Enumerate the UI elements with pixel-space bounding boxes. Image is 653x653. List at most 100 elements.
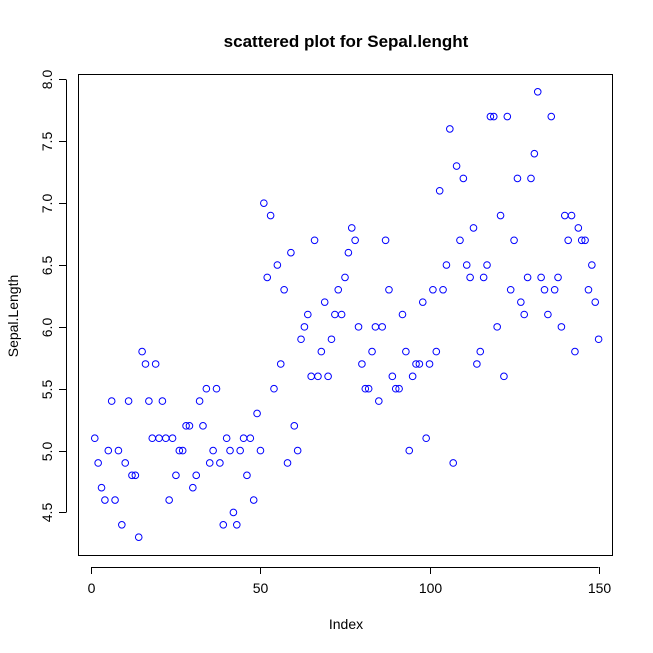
- data-point: [473, 360, 481, 368]
- y-tick-label: 6.5: [39, 256, 55, 276]
- data-point: [239, 434, 248, 443]
- data-point: [466, 273, 474, 282]
- data-point: [560, 211, 569, 220]
- data-point: [368, 347, 376, 356]
- data-point: [432, 347, 441, 356]
- data-point: [371, 323, 380, 331]
- y-tick-label: 5.0: [39, 442, 55, 462]
- data-point: [101, 496, 109, 504]
- data-point: [527, 174, 535, 183]
- data-point: [307, 372, 315, 381]
- data-point: [195, 397, 204, 405]
- data-point: [554, 273, 562, 282]
- data-point: [588, 261, 596, 269]
- data-point: [124, 397, 133, 405]
- y-axis-label: Sepal.Length: [5, 275, 21, 358]
- data-point: [459, 174, 468, 183]
- data-point: [219, 521, 228, 529]
- data-point: [310, 236, 319, 245]
- data-point: [425, 360, 434, 368]
- data-point: [317, 347, 326, 356]
- plot-area-frame: [78, 74, 613, 556]
- data-point: [334, 285, 343, 294]
- data-point: [452, 162, 461, 170]
- data-point: [128, 471, 136, 480]
- data-point: [172, 471, 180, 480]
- data-point: [347, 224, 356, 232]
- data-point: [574, 224, 583, 232]
- data-point: [138, 347, 146, 356]
- data-point: [273, 261, 282, 269]
- data-point: [483, 261, 491, 269]
- data-point: [212, 384, 221, 393]
- data-point: [182, 422, 190, 430]
- data-point: [192, 471, 201, 480]
- data-point: [175, 446, 184, 455]
- data-point: [178, 446, 187, 455]
- data-point: [165, 496, 173, 504]
- data-point: [442, 261, 451, 269]
- data-point: [168, 434, 177, 443]
- data-point: [439, 285, 447, 294]
- x-tick-label: 150: [588, 580, 612, 596]
- data-point: [540, 285, 549, 294]
- data-point: [216, 459, 224, 467]
- data-point: [276, 360, 285, 368]
- data-point: [564, 236, 572, 245]
- data-point: [547, 112, 556, 121]
- data-point: [202, 384, 211, 393]
- data-point: [571, 347, 579, 356]
- data-point: [121, 459, 130, 467]
- data-point: [402, 347, 410, 356]
- data-point: [344, 248, 353, 257]
- data-point: [236, 446, 244, 455]
- data-point: [300, 323, 309, 331]
- data-point: [557, 323, 566, 331]
- data-point: [422, 434, 430, 443]
- data-point: [479, 273, 488, 282]
- data-point: [189, 483, 197, 492]
- data-point: [381, 236, 390, 245]
- data-point: [337, 310, 346, 319]
- data-point: [229, 508, 238, 517]
- data-point: [341, 273, 349, 282]
- data-point: [283, 459, 292, 467]
- data-point: [577, 236, 586, 245]
- data-point: [280, 285, 288, 294]
- data-point: [594, 335, 603, 344]
- data-point: [331, 310, 339, 319]
- data-point: [199, 422, 207, 430]
- data-point: [232, 521, 241, 529]
- data-point: [256, 446, 265, 455]
- data-point: [185, 422, 194, 430]
- data-point: [158, 397, 167, 405]
- data-point: [412, 360, 420, 368]
- y-tick-label: 8.0: [39, 70, 55, 90]
- data-point: [114, 446, 123, 455]
- data-point: [388, 372, 397, 381]
- data-point: [364, 384, 373, 393]
- data-point: [391, 384, 400, 393]
- y-tick-label: 6.0: [39, 318, 55, 338]
- data-point: [287, 248, 295, 257]
- data-point: [94, 459, 102, 467]
- data-point: [591, 298, 600, 306]
- data-point: [141, 360, 150, 368]
- data-point: [496, 211, 505, 220]
- data-point: [320, 298, 329, 306]
- data-point: [327, 335, 336, 344]
- data-point: [205, 459, 214, 467]
- data-point: [107, 397, 116, 405]
- data-point: [375, 397, 383, 405]
- data-point: [297, 335, 305, 344]
- data-point: [517, 298, 525, 306]
- data-point: [361, 384, 370, 393]
- data-point: [510, 236, 518, 245]
- data-point: [408, 372, 417, 381]
- data-point: [131, 471, 140, 480]
- data-point: [354, 323, 363, 331]
- data-point: [260, 199, 268, 207]
- data-point: [544, 310, 552, 319]
- data-point: [243, 471, 251, 480]
- data-point: [493, 323, 501, 331]
